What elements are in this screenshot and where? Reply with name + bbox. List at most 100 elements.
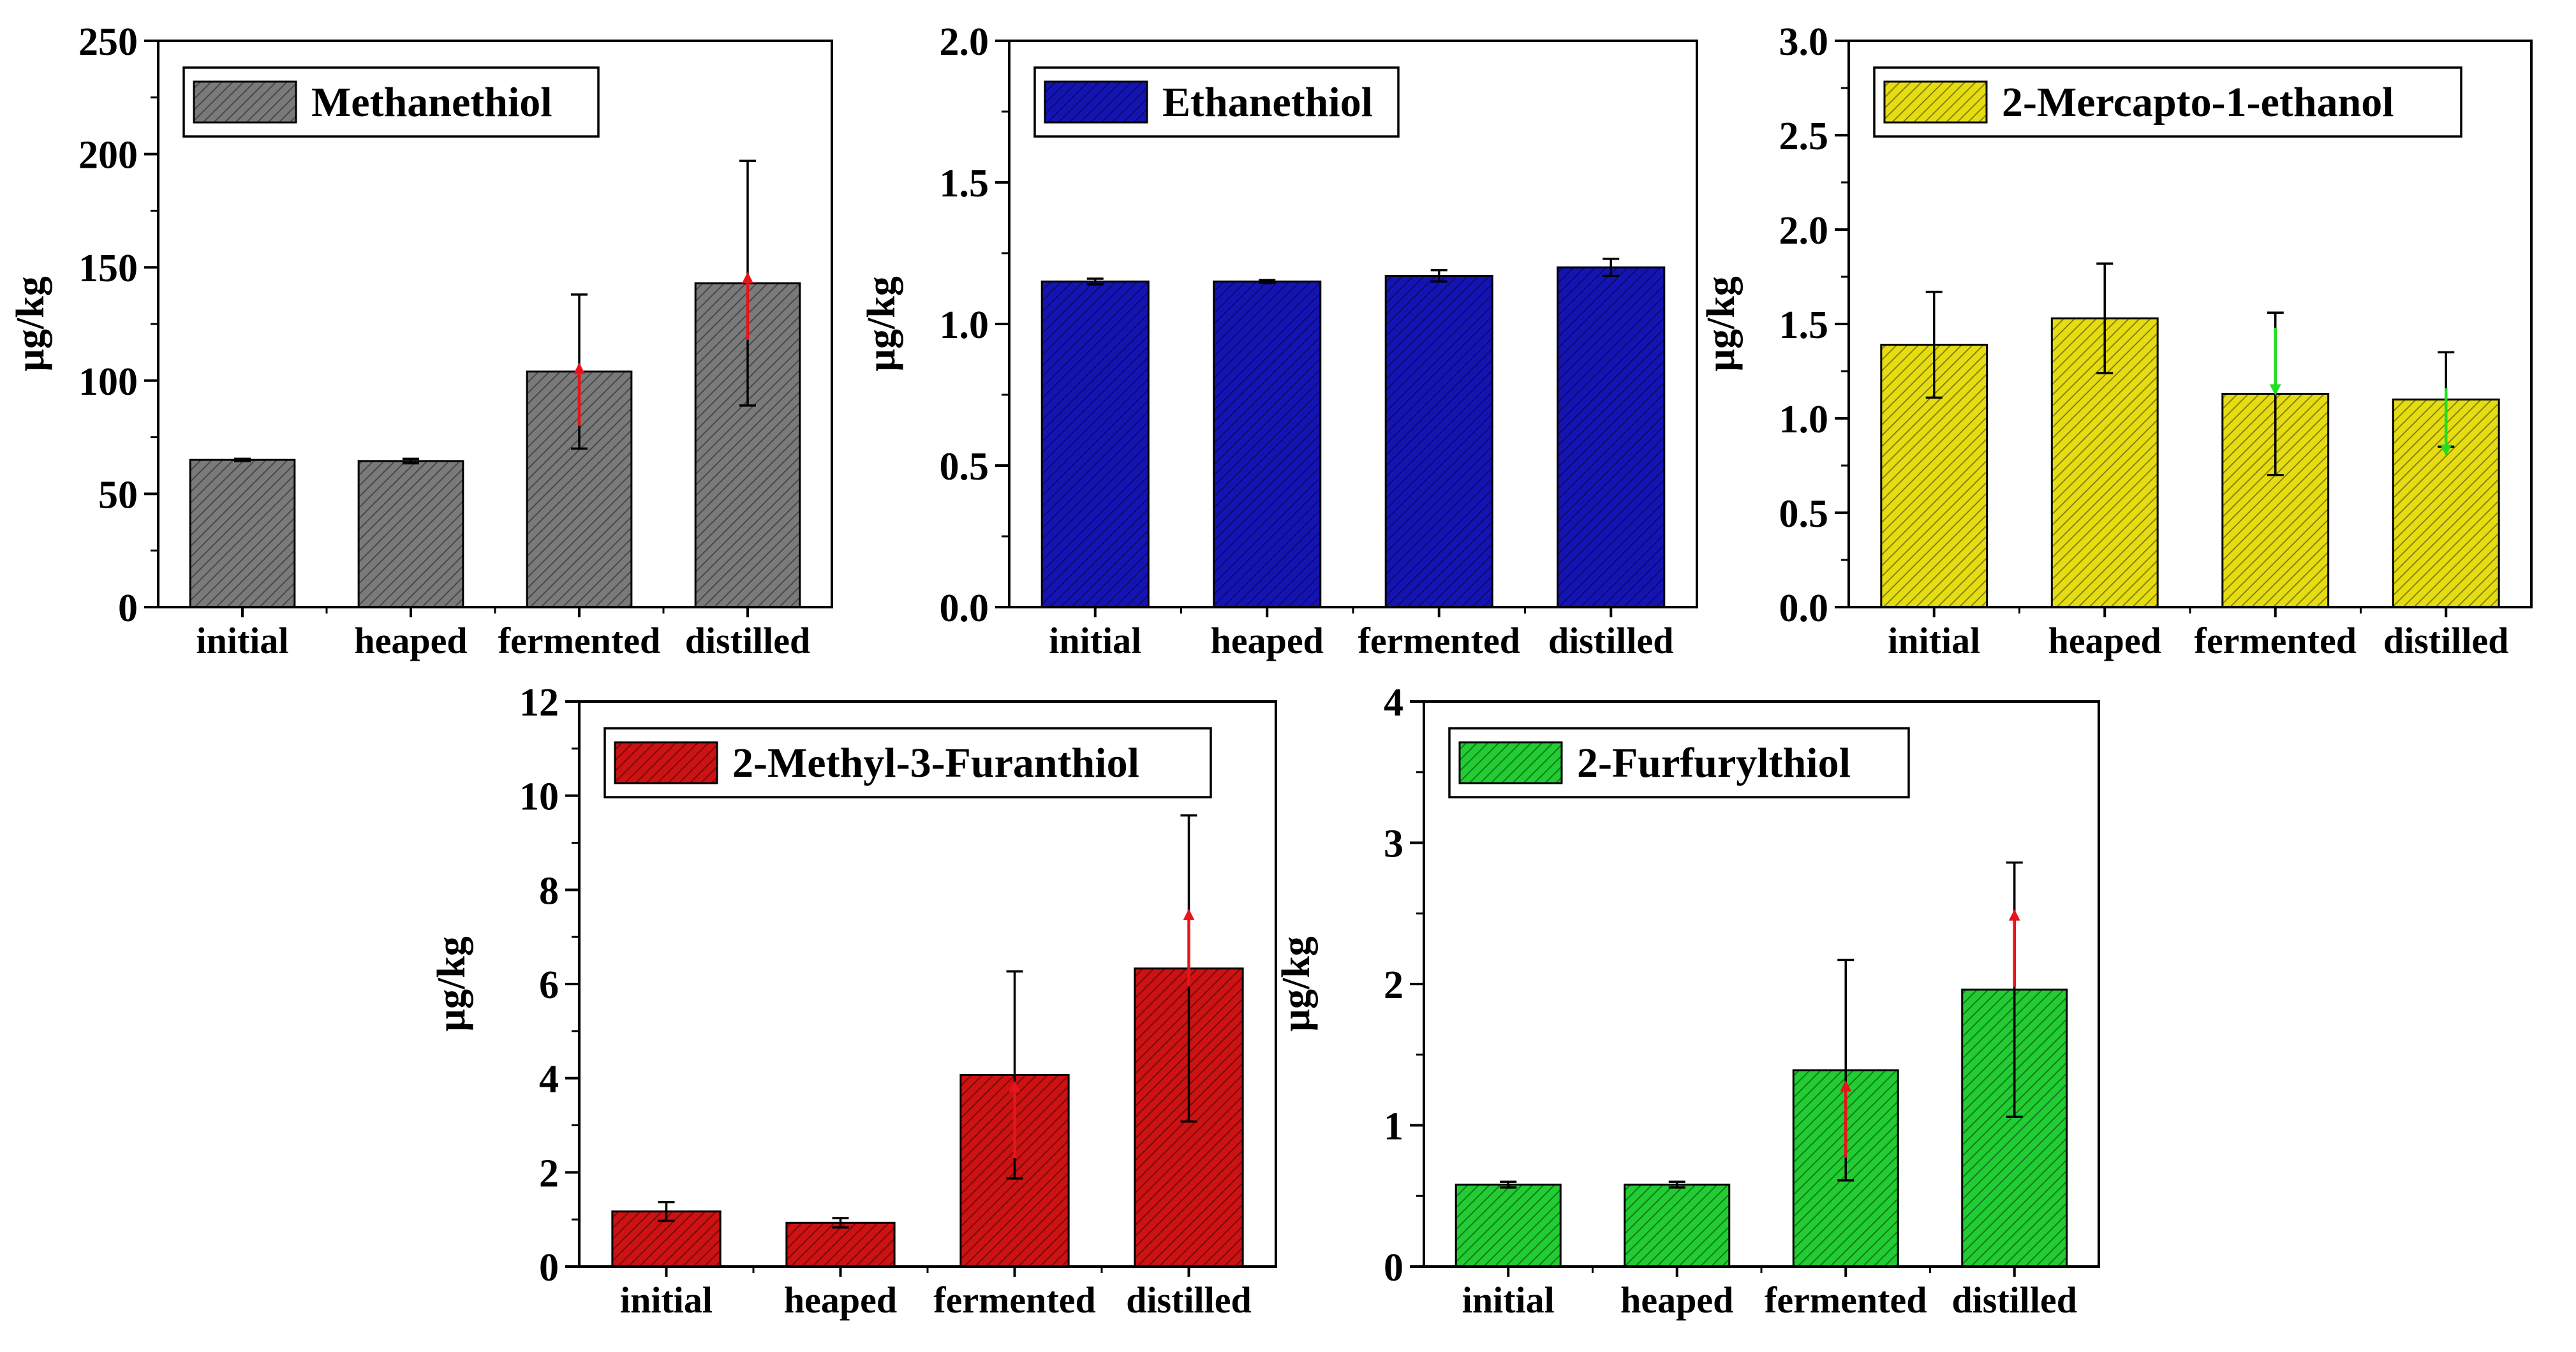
arrow-head xyxy=(1009,1080,1021,1092)
y-axis-label: µg/kg xyxy=(1275,936,1318,1031)
y-tick-label: 100 xyxy=(78,360,138,404)
bar-hatch-fermented xyxy=(1386,276,1493,607)
y-tick-label: 8 xyxy=(539,869,559,913)
legend: Ethanethiol xyxy=(1033,66,1400,138)
x-tick-label-distilled: distilled xyxy=(2383,620,2509,661)
legend: Methanethiol xyxy=(182,66,600,138)
error-bar-initial xyxy=(1500,1180,1517,1189)
x-tick-label-initial: initial xyxy=(196,620,288,661)
x-tick-label-heaped: heaped xyxy=(354,620,467,661)
arrow-head xyxy=(574,362,585,374)
x-tick-label-heaped: heaped xyxy=(2048,620,2161,661)
x-tick-label-initial: initial xyxy=(1462,1279,1555,1321)
legend: 2-Mercapto-1-ethanol xyxy=(1873,66,2462,138)
y-tick-label: 6 xyxy=(539,964,559,1007)
arrow-head xyxy=(2008,909,2020,921)
bar-hatch-heaped xyxy=(1624,1184,1729,1267)
y-tick-label: 50 xyxy=(98,473,138,517)
error-bar-heaped xyxy=(832,1217,849,1229)
y-tick-label: 1.5 xyxy=(1779,304,1829,347)
up-arrow-1 xyxy=(1840,1080,1852,1158)
y-axis-label: µg/kg xyxy=(1699,276,1743,371)
bar-hatch-initial xyxy=(1456,1184,1561,1267)
bar-hatch-heaped xyxy=(786,1223,895,1267)
bar-hatch-heaped xyxy=(1213,281,1321,607)
x-tick-label-initial: initial xyxy=(620,1279,713,1321)
error-bar-distilled xyxy=(1603,258,1620,277)
y-tick-label: 12 xyxy=(519,681,559,724)
y-tick-label: 3 xyxy=(1384,823,1403,866)
legend-swatch-hatch xyxy=(194,82,296,122)
legend: 2-Methyl-3-Furanthiol xyxy=(603,727,1212,798)
error-bar-initial xyxy=(234,457,251,462)
x-tick-label-fermented: fermented xyxy=(2195,620,2357,661)
x-tick-label-heaped: heaped xyxy=(1211,620,1324,661)
y-tick-label: 3.0 xyxy=(1779,20,1829,64)
legend-swatch-hatch xyxy=(1460,742,1562,783)
y-axis-label: µg/kg xyxy=(860,276,903,371)
x-tick-label-distilled: distilled xyxy=(1951,1279,2077,1321)
y-tick-label: 2.5 xyxy=(1779,115,1829,158)
y-tick-label: 0 xyxy=(539,1246,559,1290)
error-bar-initial xyxy=(658,1201,675,1223)
legend: 2-Furfurylthiol xyxy=(1448,727,1910,798)
bar-hatch-initial xyxy=(190,460,295,607)
arrow-head xyxy=(2269,384,2281,396)
x-tick-label-heaped: heaped xyxy=(784,1279,897,1321)
y-tick-label: 10 xyxy=(519,775,559,819)
down-arrow-2 xyxy=(2440,388,2452,457)
y-tick-label: 1.0 xyxy=(1779,398,1829,441)
up-arrow-2 xyxy=(1183,908,1195,987)
bar-hatch-distilled xyxy=(1557,267,1664,607)
y-tick-label: 2.0 xyxy=(1779,209,1829,253)
arrow-head xyxy=(742,272,753,284)
chart-panel-3: 0.0 0.5 1.0 1.5 2.0 2.5 3.0 initial heaped fermen… xyxy=(1699,20,2533,661)
up-arrow-2 xyxy=(742,272,753,340)
y-tick-label: 1.5 xyxy=(940,162,989,205)
down-arrow-1 xyxy=(2269,327,2281,396)
x-tick-label-initial: initial xyxy=(1049,620,1141,661)
y-tick-label: 2.0 xyxy=(940,20,989,64)
bar-hatch-initial xyxy=(1042,281,1149,607)
legend-swatch-hatch xyxy=(615,742,717,783)
y-tick-label: 0.5 xyxy=(940,445,989,489)
y-tick-label: 0 xyxy=(118,587,138,630)
x-tick-label-fermented: fermented xyxy=(1358,620,1520,661)
y-tick-label: 4 xyxy=(539,1058,559,1101)
error-bar-heaped xyxy=(1668,1180,1685,1189)
legend-swatch-hatch xyxy=(1884,82,1987,122)
x-tick-label-fermented: fermented xyxy=(933,1279,1095,1321)
legend-label: Ethanethiol xyxy=(1162,79,1373,126)
y-tick-label: 0.0 xyxy=(940,587,989,630)
error-bar-initial xyxy=(1086,277,1104,286)
legend-label: 2-Furfurylthiol xyxy=(1577,740,1851,786)
y-tick-label: 150 xyxy=(78,247,138,290)
up-arrow-2 xyxy=(2008,909,2020,987)
x-tick-label-heaped: heaped xyxy=(1620,1279,1733,1321)
arrow-head xyxy=(2440,445,2452,457)
error-bar-heaped xyxy=(1259,279,1276,284)
y-tick-label: 2 xyxy=(539,1152,559,1195)
y-tick-label: 2 xyxy=(1384,964,1403,1007)
legend-swatch-hatch xyxy=(1045,82,1147,122)
y-tick-label: 0.0 xyxy=(1779,587,1829,630)
x-tick-label-distilled: distilled xyxy=(1548,620,1674,661)
error-bar-initial xyxy=(1925,290,1943,399)
y-tick-label: 0.5 xyxy=(1779,492,1829,536)
legend-label: Methanethiol xyxy=(311,79,552,126)
x-tick-label-distilled: distilled xyxy=(685,620,811,661)
legend-label: 2-Methyl-3-Furanthiol xyxy=(732,740,1139,786)
y-tick-label: 200 xyxy=(78,134,138,177)
chart-panel-2: 0.0 0.5 1.0 1.5 2.0 initial heaped fermented dis… xyxy=(860,20,1698,661)
up-arrow-1 xyxy=(574,362,585,426)
y-tick-label: 0 xyxy=(1384,1246,1403,1290)
error-bar-fermented xyxy=(1430,268,1447,283)
up-arrow-1 xyxy=(1009,1080,1021,1159)
chart-panel-1: 0 50 100 150 200 250 initial heaped fermented dis… xyxy=(9,20,833,661)
bar-hatch-heaped xyxy=(359,460,463,607)
legend-label: 2-Mercapto-1-ethanol xyxy=(2002,79,2394,126)
y-axis-label: µg/kg xyxy=(9,276,52,371)
chart-panel-5: 0 1 2 3 4 initial heaped fermented distilled µg/k… xyxy=(1275,681,2100,1321)
y-tick-label: 1 xyxy=(1384,1105,1403,1149)
